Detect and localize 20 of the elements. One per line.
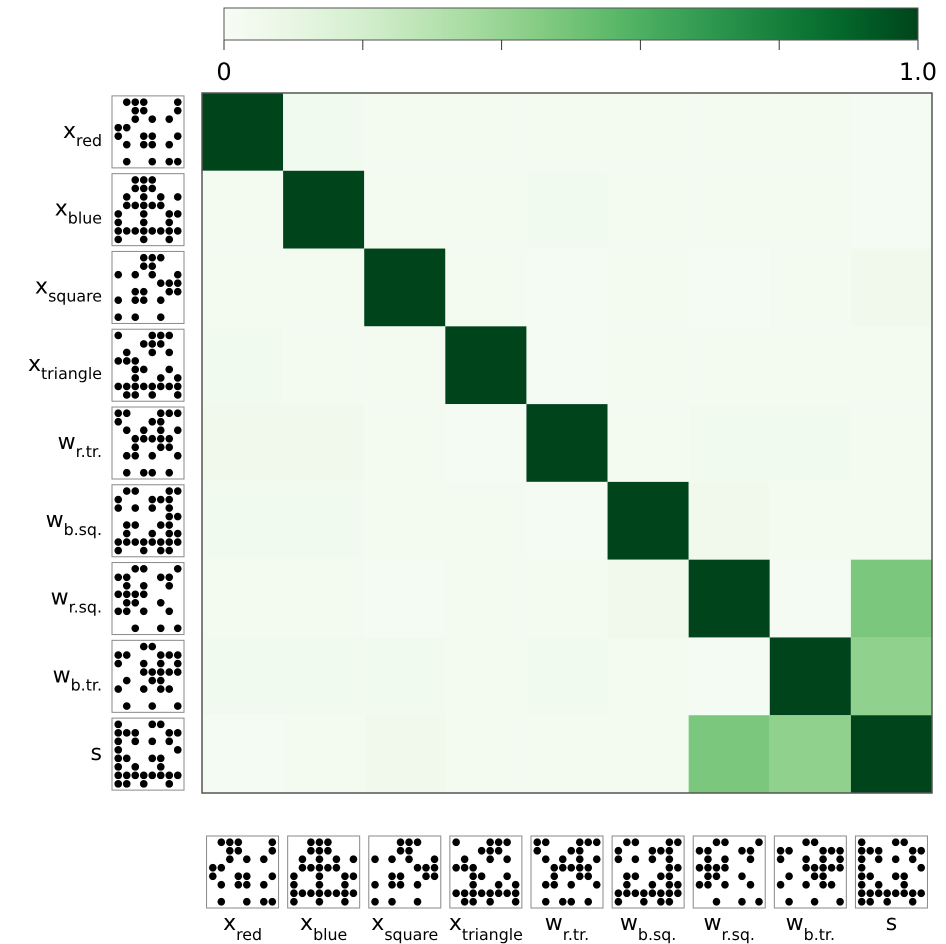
- x-tick-label: w$_{r.sq.}$: [704, 911, 755, 944]
- x-tick-label: x$_{triangle}$: [448, 911, 523, 944]
- y-tick-label: x$_{triangle}$: [28, 352, 102, 384]
- y-tick-label: w$_{b.sq.}$: [46, 508, 102, 539]
- x-tick-label: x$_{square}$: [371, 911, 438, 944]
- x-tick-label: x$_{red}$: [223, 911, 262, 944]
- color-bar-label: 1.0: [898, 58, 938, 86]
- y-tick-label: w$_{r.tr.}$: [58, 430, 102, 461]
- x-tick-label: w$_{b.tr.}$: [786, 911, 836, 944]
- y-tick-label: x$_{blue}$: [54, 196, 102, 228]
- x-tick-label: x$_{blue}$: [300, 911, 348, 944]
- y-tick-label: w$_{b.tr.}$: [52, 663, 102, 694]
- x-tick-label: w$_{r.tr.}$: [544, 911, 590, 944]
- y-tick-label: w$_{r.sq.}$: [50, 586, 102, 616]
- y-tick-label: x$_{red}$: [63, 118, 102, 150]
- y-tick-label: x$_{square}$: [35, 274, 102, 306]
- x-tick-label: s: [886, 911, 898, 936]
- y-tick-label: s: [90, 741, 102, 766]
- x-tick-label: w$_{b.sq.}$: [620, 911, 676, 944]
- color-bar-label: 0: [216, 58, 232, 86]
